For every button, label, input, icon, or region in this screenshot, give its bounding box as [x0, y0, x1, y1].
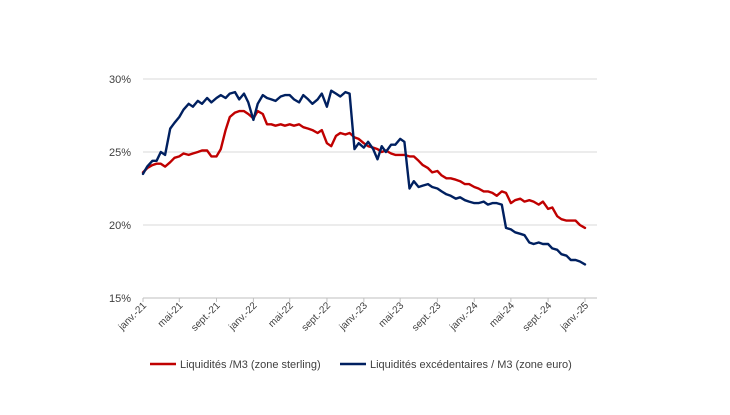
- x-tick-label: mai-23: [377, 300, 407, 330]
- gridlines: [143, 78, 597, 299]
- legend-item: Liquidités excédentaires / M3 (zone euro…: [340, 359, 572, 371]
- x-tick-label: mai-22: [266, 300, 296, 330]
- x-tick-label: sept.-21: [189, 300, 223, 334]
- y-tick-label: 15%: [109, 293, 131, 305]
- legend-label: Liquidités /M3 (zone sterling): [180, 359, 321, 371]
- x-tick-label: janv.-24: [447, 300, 480, 333]
- x-tick-label: janv.-25: [558, 300, 591, 333]
- legend: Liquidités /M3 (zone sterling) Liquidités…: [150, 359, 572, 371]
- x-tick-label: sept.-24: [521, 300, 555, 334]
- x-tick-label: sept.-22: [300, 300, 334, 334]
- y-tick-label: 25%: [109, 147, 131, 159]
- x-tick-label: janv.-23: [337, 300, 370, 333]
- x-tick-label: mai-24: [488, 300, 518, 330]
- y-axis: 15% 20% 25% 30%: [109, 74, 131, 305]
- y-tick-label: 30%: [109, 74, 131, 86]
- x-axis: janv.-21 mai-21 sept.-21 janv.-22 mai-22 sept…: [116, 297, 597, 334]
- x-tick-label: sept.-23: [410, 300, 444, 334]
- legend-item: Liquidités /M3 (zone sterling): [150, 359, 321, 371]
- x-tick-label: janv.-22: [226, 300, 259, 333]
- series-line-sterling: [141, 109, 587, 230]
- x-tick-label: janv.-21: [116, 300, 149, 333]
- x-tick-label: mai-21: [156, 300, 186, 330]
- y-tick-label: 20%: [109, 220, 131, 232]
- series-line-euro: [141, 89, 587, 266]
- legend-label: Liquidités excédentaires / M3 (zone euro…: [370, 359, 572, 371]
- series-lines: [141, 89, 587, 266]
